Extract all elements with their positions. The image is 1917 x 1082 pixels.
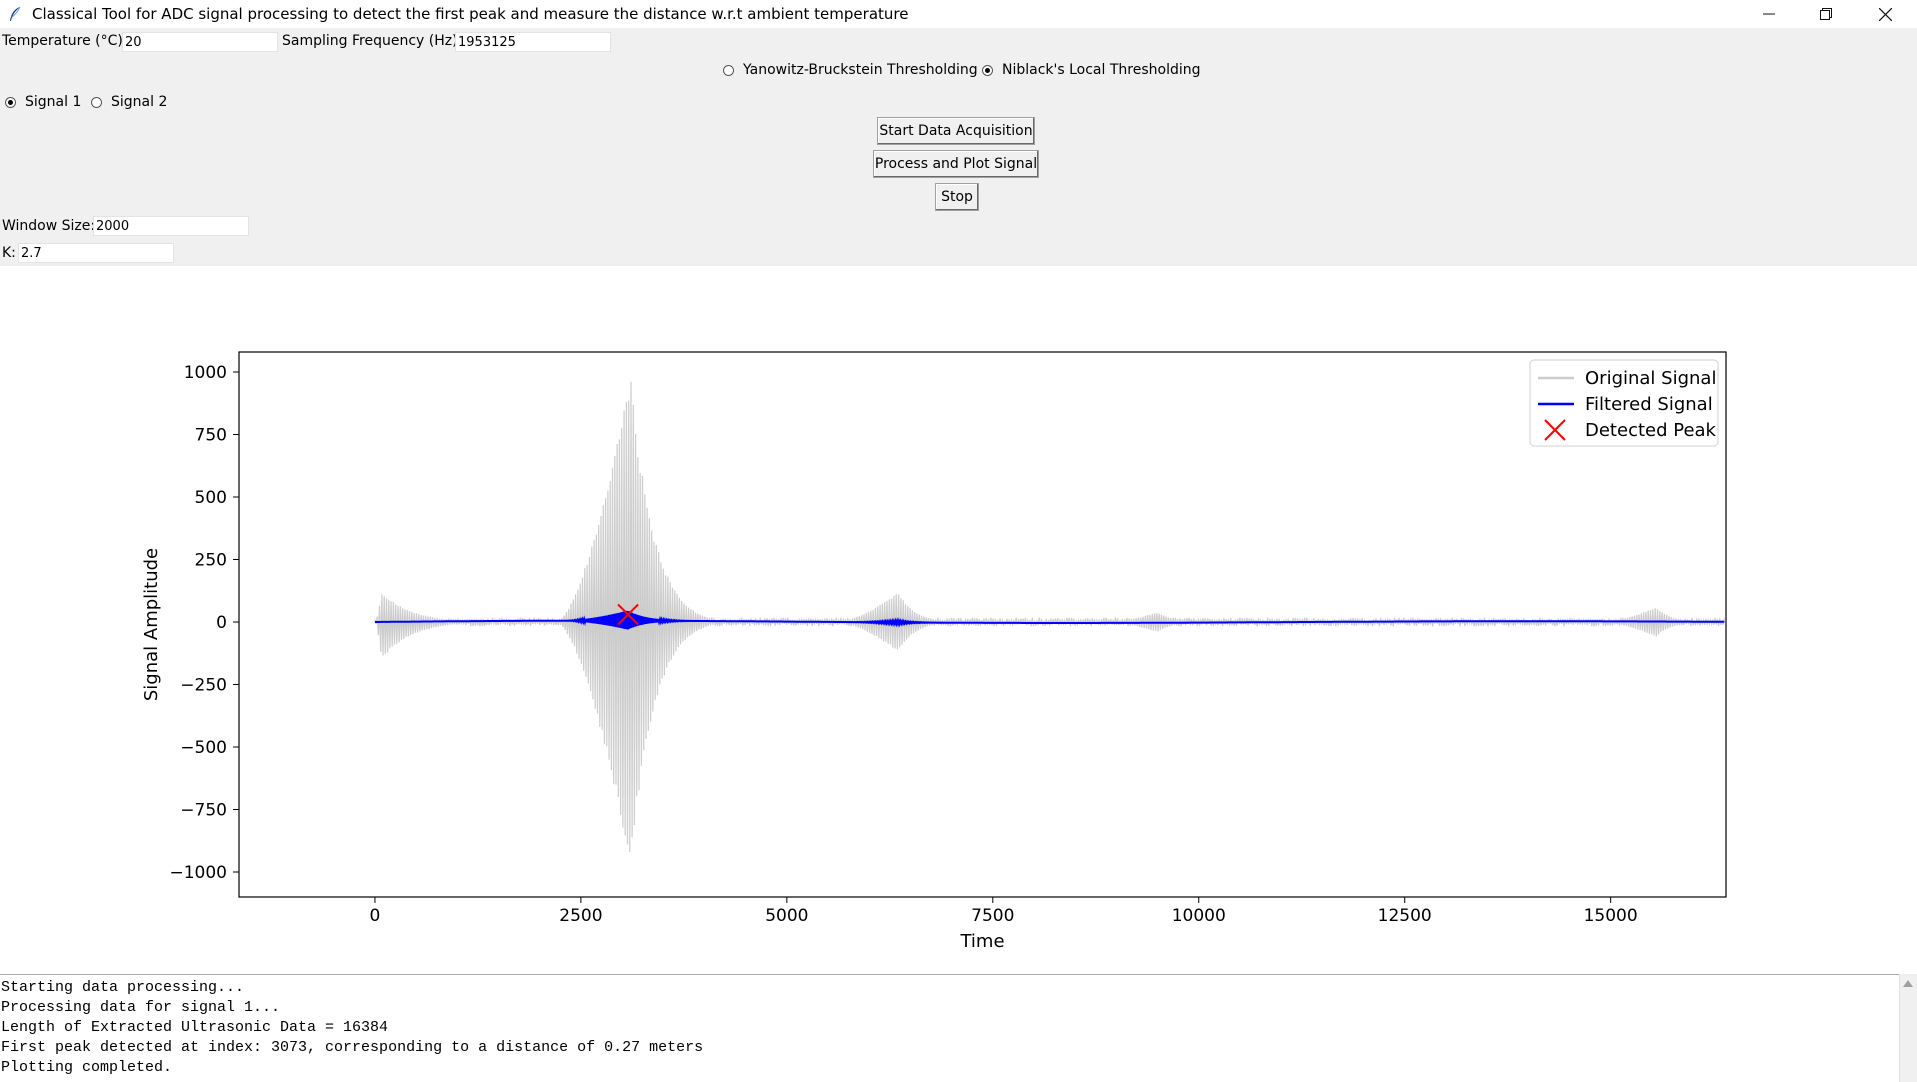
stop-button[interactable]: Stop	[935, 183, 979, 211]
x-tick-label: 2500	[559, 906, 602, 926]
y-tick-label: −500	[180, 738, 227, 758]
process-plot-button[interactable]: Process and Plot Signal	[873, 150, 1039, 178]
title-bar: Classical Tool for ADC signal processing…	[0, 0, 1917, 28]
start-acquisition-button[interactable]: Start Data Acquisition	[877, 117, 1035, 145]
x-axis-label: Time	[959, 931, 1004, 952]
y-tick-label: −1000	[169, 863, 227, 883]
k-label: K:	[2, 245, 16, 261]
radio-label: Signal 2	[111, 94, 168, 110]
radio-indicator	[723, 64, 734, 76]
temperature-input[interactable]: 20	[122, 32, 278, 52]
console-line: First peak detected at index: 3073, corr…	[1, 1039, 704, 1056]
legend-entry: Detected Peak	[1544, 419, 1717, 441]
plot-frame	[238, 351, 1727, 898]
console-line: Starting data processing...	[1, 979, 245, 996]
x-tick-label: 5000	[765, 906, 808, 926]
legend-box	[1529, 359, 1719, 447]
temperature-label: Temperature (°C):	[2, 33, 128, 49]
minimize-button[interactable]	[1740, 0, 1798, 28]
close-button[interactable]	[1856, 0, 1914, 28]
radio-niblack[interactable]: Niblack's Local Thresholding	[982, 62, 1201, 78]
plot-area: 0 2500 5000 7500 10000 12500 15000 1000 750 500 25…	[0, 266, 1917, 974]
radio-label: Yanowitz-Bruckstein Thresholding	[743, 62, 978, 78]
y-tick-label: 750	[195, 426, 227, 446]
radio-indicator	[982, 64, 993, 76]
restore-icon	[1820, 8, 1832, 20]
console-line: Processing data for signal 1...	[1, 999, 281, 1016]
legend-label: Filtered Signal	[1585, 394, 1713, 415]
detected-peak-marker	[617, 603, 639, 626]
x-tick-label: 10000	[1172, 906, 1226, 926]
x-tick-label: 0	[370, 906, 381, 926]
sampling-frequency-label: Sampling Frequency (Hz):	[282, 33, 463, 49]
sampling-frequency-input[interactable]: 1953125	[455, 32, 611, 52]
peak-marker-stroke	[617, 603, 639, 626]
console-text: Starting data processing... Processing da…	[1, 978, 703, 1078]
console-line: Plotting completed.	[1, 1059, 173, 1076]
window-size-input[interactable]: 2000	[93, 216, 249, 236]
radio-indicator	[91, 96, 102, 108]
original-signal-line	[374, 381, 1725, 853]
radio-label: Signal 1	[25, 94, 82, 110]
y-tick-label: 1000	[184, 363, 227, 383]
console-line: Length of Extracted Ultrasonic Data = 16…	[1, 1019, 389, 1036]
x-tick-label: 15000	[1584, 906, 1638, 926]
close-icon	[1878, 7, 1892, 21]
output-console[interactable]: Starting data processing... Processing da…	[0, 974, 1917, 1082]
y-tick-label: −250	[180, 676, 227, 696]
x-tick-label: 12500	[1378, 906, 1432, 926]
restore-button[interactable]	[1797, 0, 1855, 28]
window-size-label: Window Size:	[2, 218, 96, 234]
y-tick-label: 250	[195, 551, 227, 571]
radio-indicator	[5, 96, 16, 108]
y-tick-label: −750	[180, 801, 227, 821]
scroll-up-arrow-icon[interactable]	[1903, 980, 1913, 987]
y-tick-label: 0	[216, 613, 227, 633]
window-title: Classical Tool for ADC signal processing…	[32, 5, 909, 23]
x-tick-label: 7500	[971, 906, 1014, 926]
radio-signal-1[interactable]: Signal 1	[5, 94, 81, 110]
legend-peak-icon	[1544, 419, 1566, 441]
signal-chart: 0 2500 5000 7500 10000 12500 15000100075050025…	[141, 351, 1727, 952]
k-input[interactable]: 2.7	[18, 243, 174, 263]
legend-entry: Filtered Signal	[1538, 394, 1713, 415]
radio-yanowitz-bruckstein[interactable]: Yanowitz-Bruckstein Thresholding	[723, 62, 978, 78]
minimize-icon	[1763, 13, 1775, 15]
y-tick-label: 500	[195, 488, 227, 508]
filtered-signal-line	[374, 610, 1725, 630]
control-panel: Temperature (°C): 20 Sampling Frequency …	[0, 28, 1917, 266]
y-axis-label: Signal Amplitude	[141, 548, 162, 701]
radio-signal-2[interactable]: Signal 2	[91, 94, 167, 110]
console-scrollbar[interactable]	[1899, 974, 1917, 1082]
legend-label: Detected Peak	[1585, 420, 1717, 441]
feather-icon	[10, 6, 21, 21]
legend-label: Original Signal	[1585, 368, 1716, 389]
legend-entry: Original Signal	[1538, 368, 1716, 389]
radio-label: Niblack's Local Thresholding	[1002, 62, 1201, 78]
